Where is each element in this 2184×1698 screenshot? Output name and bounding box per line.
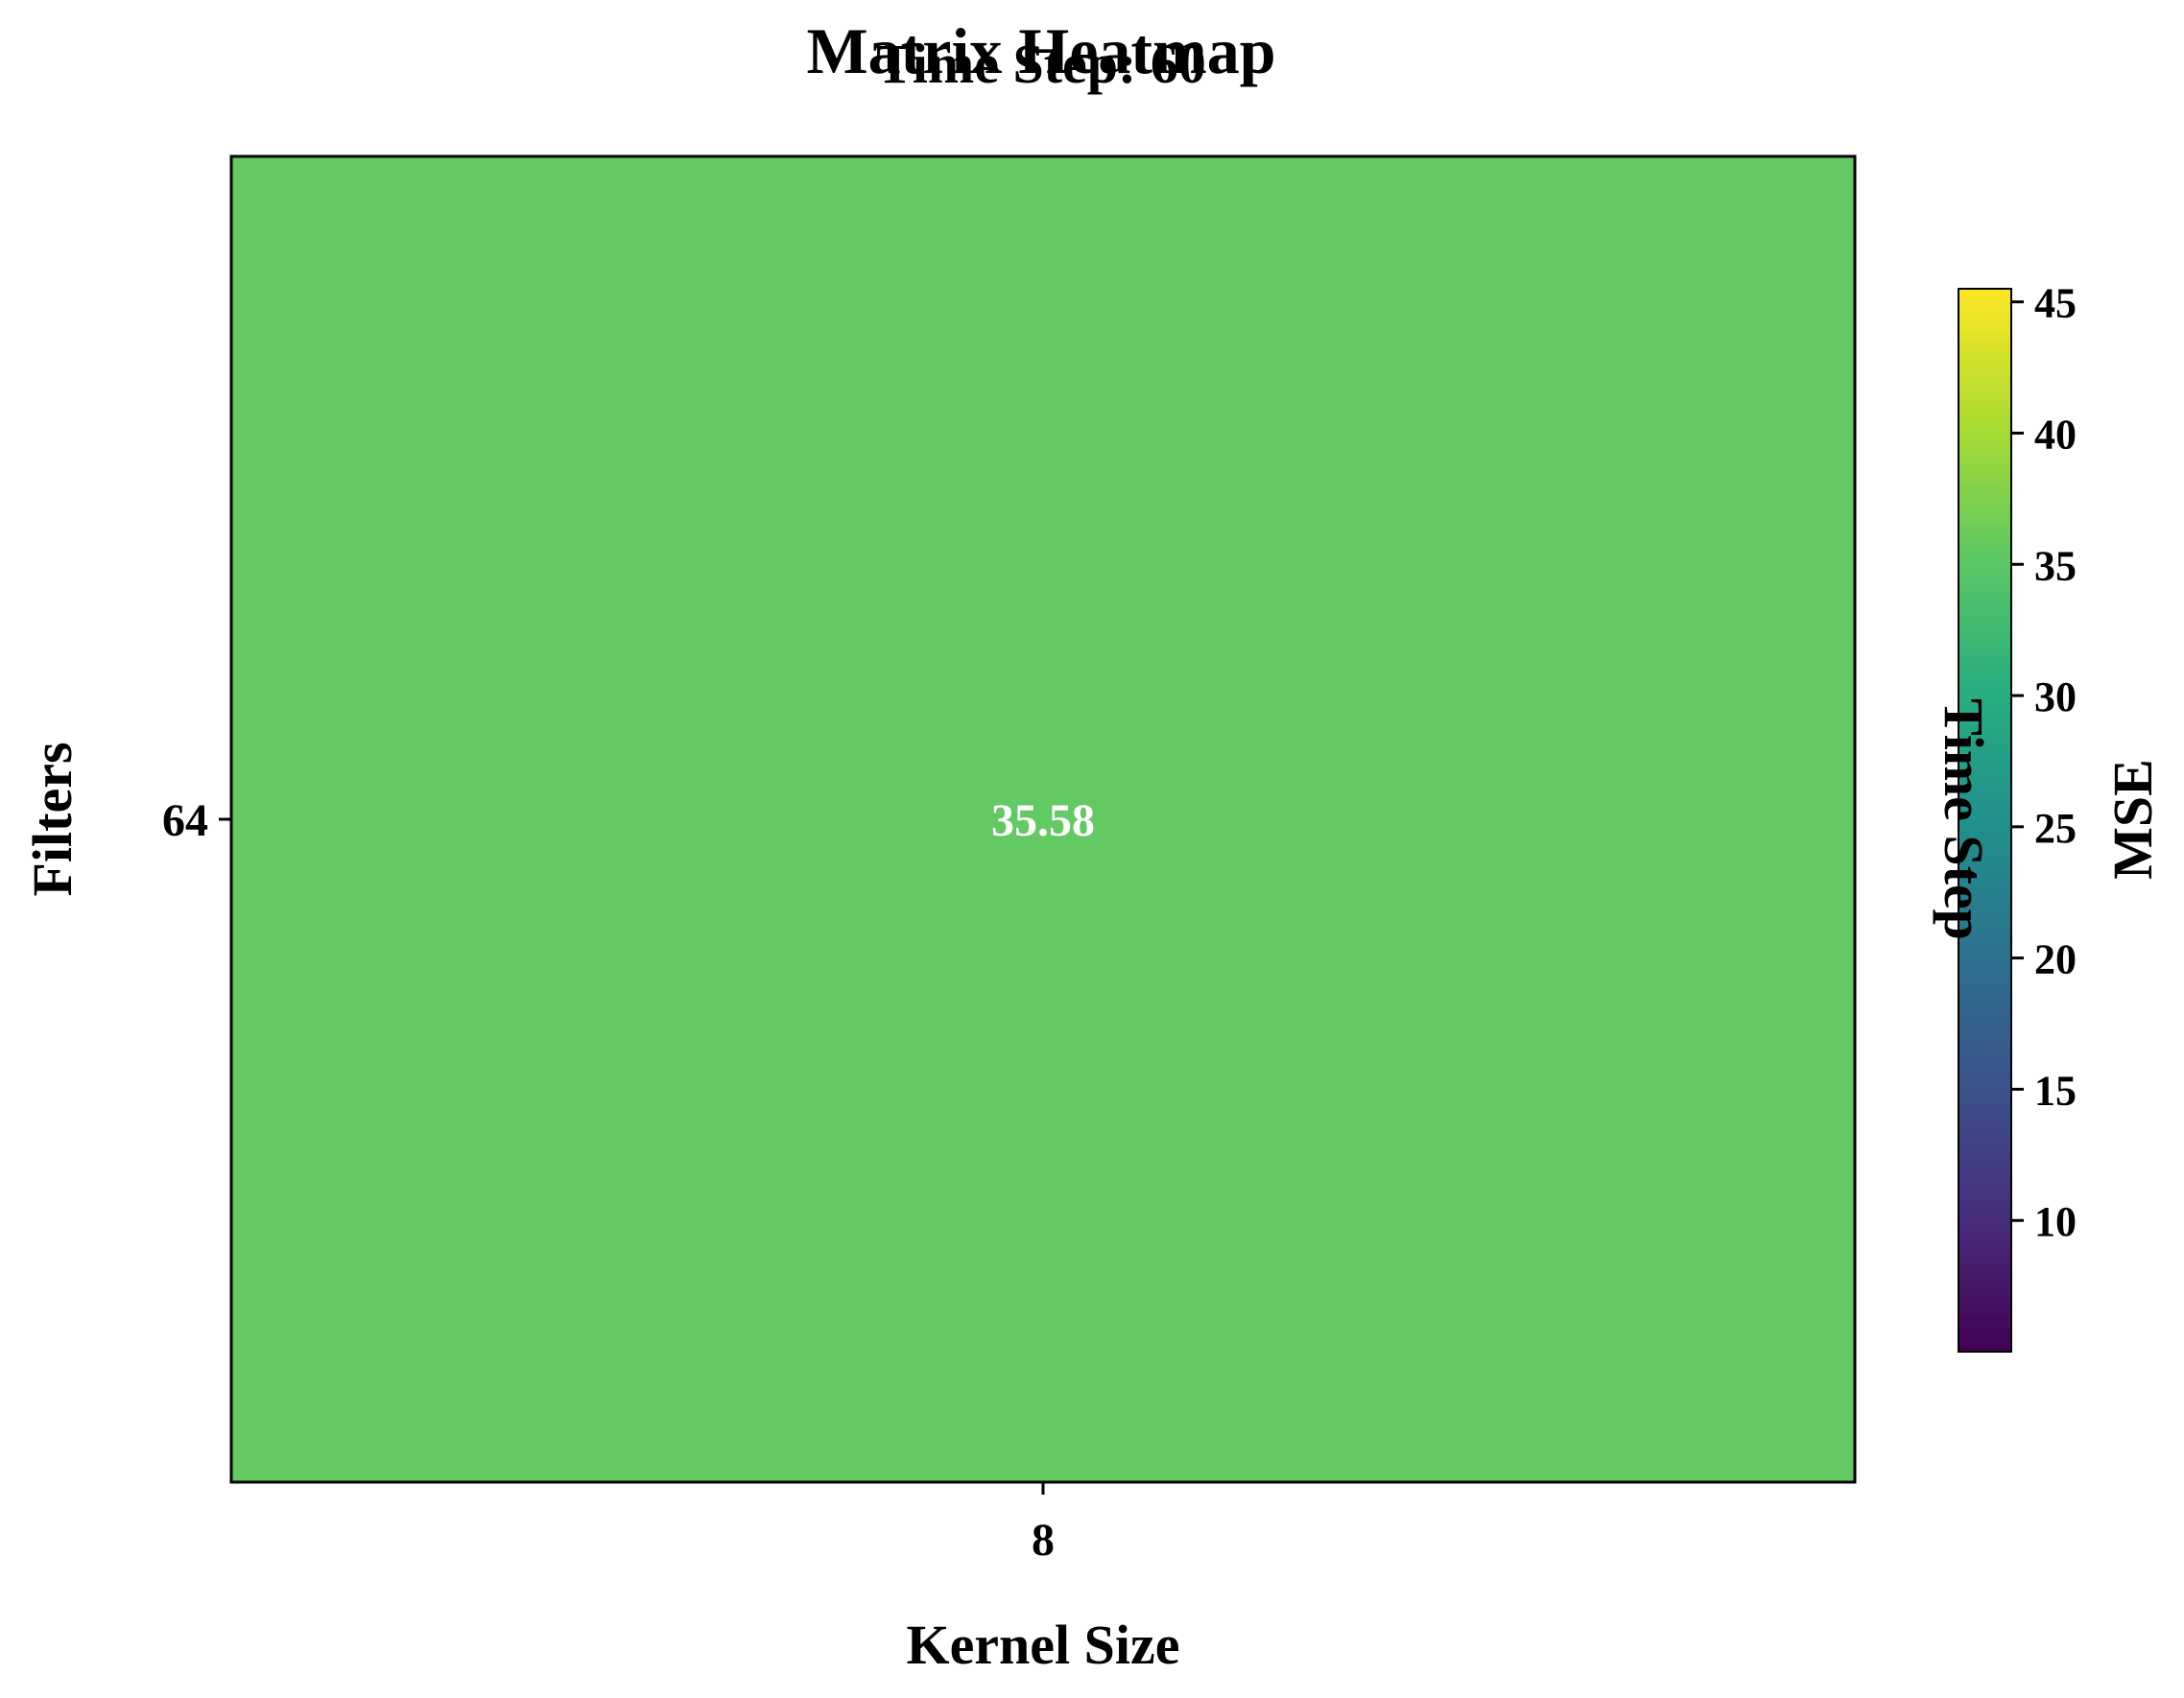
y-tick-label: 64 [162,795,208,846]
heatmap-cells: 35.58 [231,156,1855,1482]
colorbar-tick-label: 10 [2034,1198,2077,1245]
y-axis-ticks: 64 [162,795,231,846]
x-axis-label: Kernel Size [906,1614,1179,1676]
colorbar-tick-label: 35 [2034,542,2077,589]
colorbar-tick-label: 45 [2034,280,2077,327]
colorbar-hidden-label: Time Step [1933,698,1995,940]
heatmap-cell [231,156,1855,1482]
colorbar-tick-label: 25 [2034,805,2077,852]
colorbar-gradient [1958,288,2012,1353]
colorbar-tick-label: 40 [2034,411,2077,458]
x-axis-ticks: 8 [1032,1482,1055,1566]
cell-value-label: 35.58 [991,795,1095,846]
chart-title: Matrix Heatmap [806,14,1275,87]
colorbar-tick-label: 30 [2034,673,2077,720]
colorbar-tick-label: 15 [2034,1067,2077,1114]
colorbar: 10 15 20 25 30 35 40 45 Time Step MSE [1933,280,2164,1353]
chart-subtitle: Time Step: 60 [876,33,1206,95]
colorbar-tick-label: 20 [2034,936,2077,983]
colorbar-label: MSE [2101,759,2164,880]
y-axis-label: Filters [21,742,83,896]
x-tick-label: 8 [1032,1515,1055,1566]
colorbar-ticks: 10 15 20 25 30 35 40 45 [2011,280,2077,1245]
